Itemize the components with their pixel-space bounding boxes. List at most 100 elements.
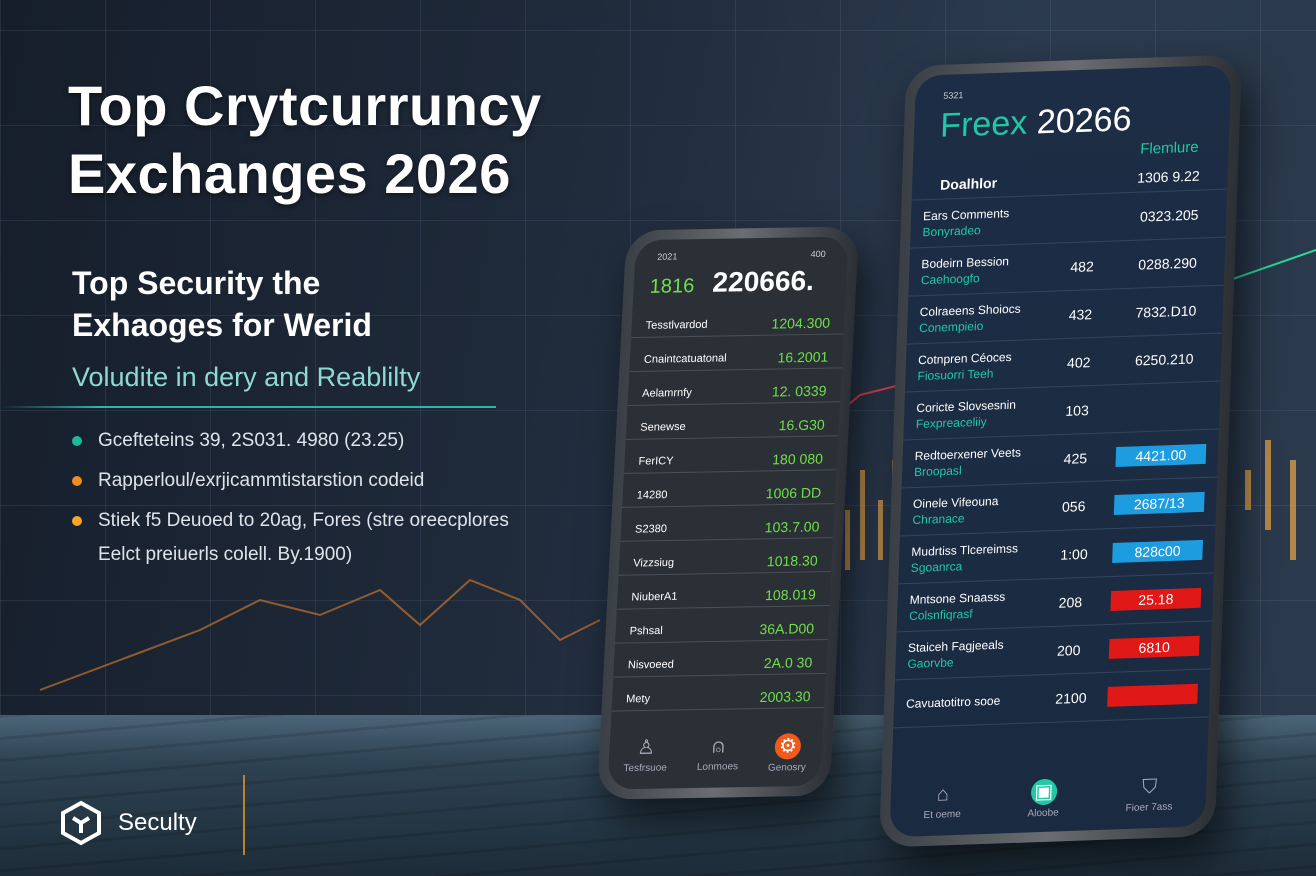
row-value: 0323.205 [1139, 206, 1199, 225]
settings-icon: ⚙ [774, 733, 802, 760]
row-value: 16.2001 [777, 348, 829, 366]
row-value: 4421.00 [1115, 443, 1207, 467]
row-count: 402 [1066, 353, 1091, 371]
list-item[interactable]: Mety 2003.30 [611, 673, 826, 712]
list-item[interactable]: S2380 103.7.00 [620, 504, 835, 542]
list-item[interactable]: Cnaintcatuatonal 16.2001 [629, 334, 844, 373]
list-item[interactable]: Tesstlvardod 1204.300 [631, 300, 846, 339]
row-count: 056 [1061, 497, 1086, 515]
row-name-cell: Mudrtiss Tlcereimss Sgoanrca [911, 538, 1061, 575]
row-name-cell: Staiceh Fagjeeals Gaorvbe [907, 634, 1057, 671]
row-name: Pshsal [629, 624, 664, 638]
row-value: 108.019 [764, 586, 817, 604]
row-count: 1:00 [1060, 545, 1088, 563]
bullet-text: Gcefteteins 39, 2S031. 4980 (23.25) [98, 430, 405, 451]
app-year: 20266 [1036, 100, 1133, 142]
list-item[interactable]: Vizzsiug 1018.30 [618, 538, 833, 576]
nav-item-genosry[interactable]: ⚙ Genosry [768, 733, 808, 775]
row-value [1107, 683, 1198, 707]
price-list: Tesstlvardod 1204.300 Cnaintcatuatonal 16.2… [611, 300, 846, 712]
row-name: NiuberA1 [631, 590, 678, 604]
row-count: 432 [1068, 305, 1093, 323]
row-name-cell: Cotnpren Céoces Fiosuorri Teeh [917, 346, 1067, 383]
list-item[interactable]: Senewse 16.G30 [625, 402, 840, 440]
summary-value: 1306 9.22 [1137, 167, 1200, 186]
row-value: 36A.D00 [759, 620, 815, 638]
subtitle: Top Security the Exhaoges for Werid [72, 262, 372, 346]
row-name: Aelamrnfy [641, 386, 693, 400]
header-badge: 1816 [649, 275, 695, 298]
title-line-1: Top Crytcurruncy [68, 74, 542, 137]
app-brand: Freex [939, 103, 1029, 145]
row-value: 1018.30 [766, 552, 819, 570]
row-name: Senewse [640, 420, 687, 434]
phone-right-screen: 5321 Freex 20266 Flemlure Doalhlor 1306 9… [889, 64, 1232, 838]
title-line-2: Exchanges 2026 [68, 142, 511, 205]
row-name: Mudrtiss Tlcereimss [911, 540, 1019, 559]
row-name-cell: Coricte Slovsesnin Fexpreaceliiy [916, 394, 1066, 431]
nav-label: Tesfrsuoe [623, 762, 668, 775]
bottom-nav: ⌂ Et oeme ▣ Aloobe ⛉ Fioer 7ass [889, 767, 1207, 837]
user-icon: ♙ [636, 736, 656, 760]
row-name: Cotnpren Céoces [917, 349, 1012, 367]
list-item[interactable]: Aelamrnfy 12. 0339 [627, 368, 842, 407]
list-item[interactable]: 14280 1006 DD [622, 470, 837, 508]
nav-label: Lonmoes [696, 761, 739, 773]
bullet-item: Gcefteteins 39, 2S031. 4980 (23.25) [72, 430, 404, 452]
table-row[interactable]: Cavuatotitro sooe 2100 [893, 669, 1211, 729]
trend-line-green [1229, 249, 1316, 281]
bullet-continuation: Eelct preiuerls colell. By.1900) [98, 544, 352, 566]
bullet-item: Rapperloul/exrjicammtistarstion codeid [72, 470, 424, 492]
bottom-nav: ♙ Tesfrsuoe ⍝ Lonmoes ⚙ Genosry [607, 727, 823, 790]
list-item[interactable]: Pshsal 36A.D00 [615, 606, 830, 644]
bullet-text: Rapperloul/exrjicammtistarstion codeid [98, 470, 425, 491]
row-count: 208 [1058, 593, 1083, 611]
status-signal: 400 [810, 248, 826, 260]
nav-item-tesfrsuoe[interactable]: ♙ Tesfrsuoe [623, 736, 669, 778]
row-name: 14280 [636, 489, 668, 502]
row-value: 25.18 [1110, 587, 1202, 611]
nav-item-et-oeme[interactable]: ⌂ Et oeme [923, 782, 962, 824]
list-item[interactable]: Nisvoeed 2A.0 30 [613, 639, 828, 678]
row-count: 425 [1063, 449, 1088, 467]
row-name-cell: Bodeirn Bession Caehoogfo [921, 250, 1071, 287]
row-value: 12. 0339 [771, 382, 827, 400]
row-value: 0288.290 [1138, 254, 1198, 273]
nav-item-fioer-7ass[interactable]: ⛉ Fioer 7ass [1125, 774, 1173, 817]
row-name: Ears Comments [922, 205, 1010, 223]
row-count: 200 [1056, 641, 1081, 659]
nav-item-lonmoes[interactable]: ⍝ Lonmoes [696, 734, 739, 776]
nav-item-aloobe[interactable]: ▣ Aloobe [1027, 778, 1060, 820]
row-name-cell: Mntsone Snaasss Colsnfiqrasf [909, 586, 1059, 623]
nav-label: Et oeme [923, 808, 962, 822]
subtitle-line-2: Exhaoges for Werid [72, 307, 372, 343]
row-count: 2100 [1055, 689, 1087, 707]
brand-name: Seculty [118, 809, 197, 836]
row-value: 7832.D10 [1135, 302, 1197, 321]
bell-icon: ⍝ [711, 735, 726, 758]
row-name: Redtoerxener Veets [914, 444, 1022, 463]
home-icon: ⌂ [936, 783, 950, 806]
row-value: 6810 [1108, 635, 1200, 659]
list-item[interactable]: FerICY 180 080 [623, 436, 839, 474]
bullet-text: Stiek f5 Deuoed to 20ag, Fores (stre ore… [98, 510, 509, 531]
nav-label: Fioer 7ass [1125, 801, 1173, 815]
divider [0, 406, 496, 408]
row-name: Mntsone Snaasss [909, 589, 1006, 607]
nav-label: Aloobe [1027, 807, 1059, 820]
row-name: Staiceh Fagjeeals [907, 637, 1004, 655]
row-name-cell: Colraeens Shoiocs Conempieio [919, 298, 1069, 335]
row-name-cell: Cavuatotitro sooe [906, 690, 1056, 711]
row-name: Bodeirn Bession [921, 253, 1010, 271]
bullet-text: Eelct preiuerls colell. By.1900) [98, 544, 353, 565]
row-name-cell: Oinele Vifeouna Chranace [912, 490, 1062, 527]
list-item[interactable]: NiuberA1 108.019 [616, 572, 832, 610]
row-name-cell: Ears Comments Bonyradeo [922, 203, 1072, 240]
shield-icon: ⛉ [1141, 776, 1158, 799]
row-value: 2003.30 [759, 688, 811, 706]
page-title: Top Crytcurruncy Exchanges 2026 [68, 72, 542, 208]
row-name: S2380 [634, 523, 668, 536]
row-name: Cnaintcatuatonal [643, 352, 727, 366]
summary-label: Doalhlor [939, 174, 998, 193]
